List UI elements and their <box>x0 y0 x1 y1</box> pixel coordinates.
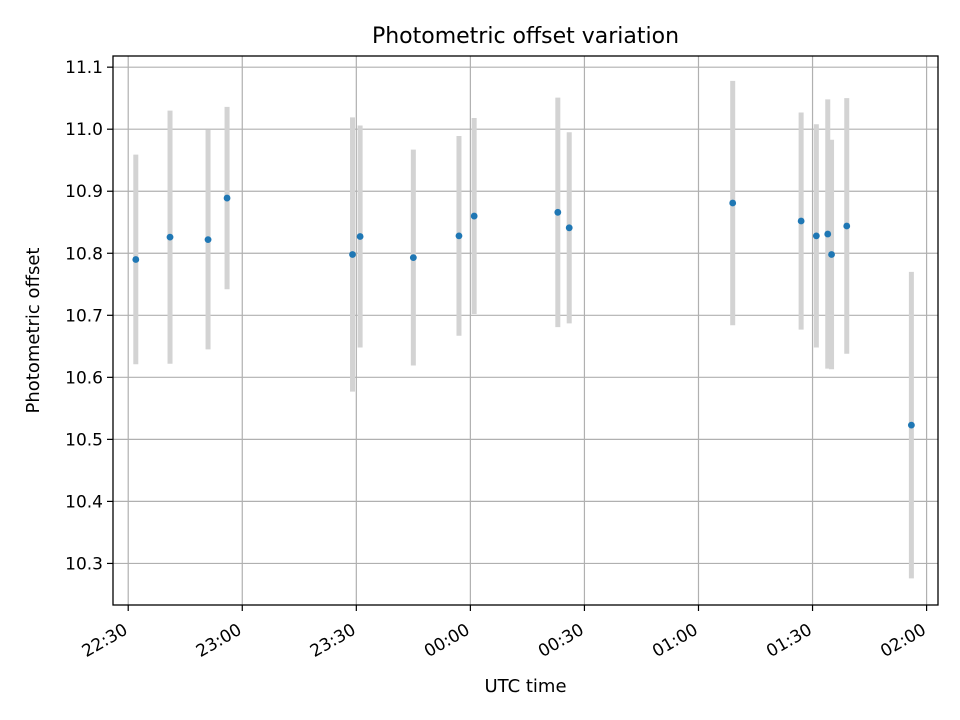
data-point <box>455 232 463 240</box>
y-tick-label: 10.4 <box>65 492 103 512</box>
data-point <box>824 230 832 238</box>
data-points <box>132 194 915 429</box>
y-tick-label: 10.3 <box>65 554 103 574</box>
data-point <box>166 233 174 241</box>
data-point <box>204 236 212 244</box>
x-axis-label: UTC time <box>484 676 566 697</box>
y-tick-label: 11.0 <box>65 120 103 140</box>
data-point <box>907 421 915 429</box>
data-point <box>223 194 231 202</box>
y-tick-label: 10.8 <box>65 244 103 264</box>
data-point <box>470 212 478 220</box>
axes-frame <box>112 55 939 606</box>
data-point <box>356 233 364 240</box>
data-point <box>409 254 417 262</box>
y-axis-label: Photometric offset <box>23 248 44 414</box>
data-point <box>843 222 851 230</box>
y-tick-label: 10.6 <box>65 368 103 388</box>
data-point <box>554 208 562 216</box>
data-point <box>797 217 805 225</box>
data-point <box>349 251 356 258</box>
data-point <box>812 232 820 240</box>
data-point <box>729 199 737 207</box>
y-tick-label: 10.7 <box>65 306 103 326</box>
y-tick-label: 11.1 <box>65 58 103 78</box>
data-point <box>132 256 140 263</box>
data-point <box>828 251 835 258</box>
data-point <box>565 224 573 232</box>
chart-title: Photometric offset variation <box>372 24 679 49</box>
y-tick-label: 10.9 <box>65 182 103 202</box>
y-tick-label: 10.5 <box>65 430 103 450</box>
